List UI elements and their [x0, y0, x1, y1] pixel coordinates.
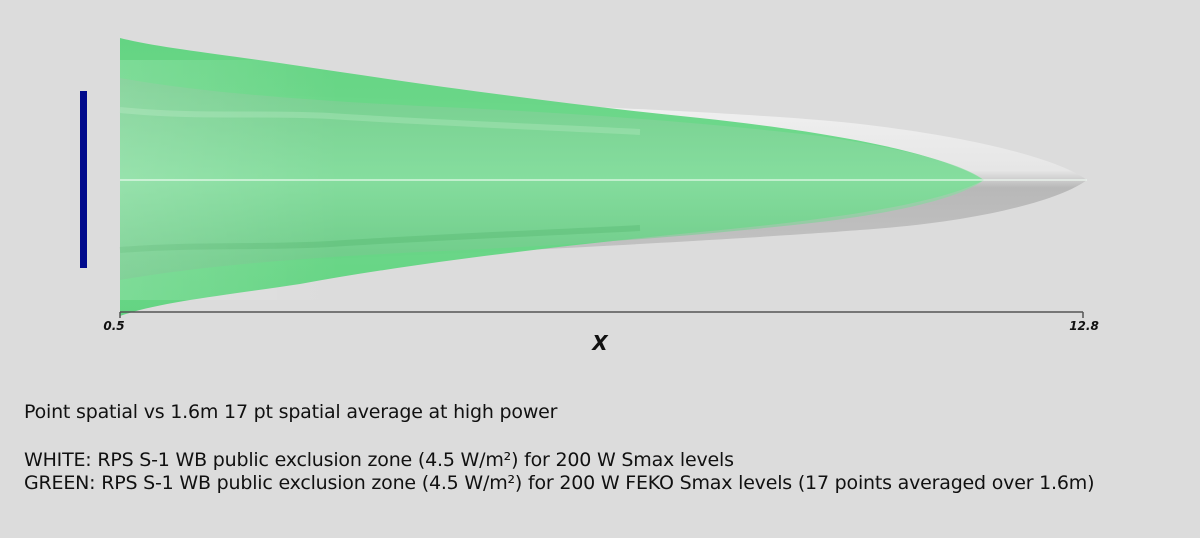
- caption-white-zone: WHITE: RPS S-1 WB public exclusion zone …: [24, 449, 734, 471]
- x-axis-max-label: 12.8: [1069, 319, 1099, 333]
- x-axis-min-label: 0.5: [103, 319, 124, 333]
- green-zone-left-highlight: [120, 60, 340, 300]
- antenna-bar: [80, 91, 87, 268]
- x-axis-title: X: [590, 331, 609, 355]
- caption-title: Point spatial vs 1.6m 17 pt spatial aver…: [24, 401, 558, 423]
- x-axis: 0.5 12.8 X: [103, 311, 1099, 355]
- caption-green-zone: GREEN: RPS S-1 WB public exclusion zone …: [24, 472, 1095, 494]
